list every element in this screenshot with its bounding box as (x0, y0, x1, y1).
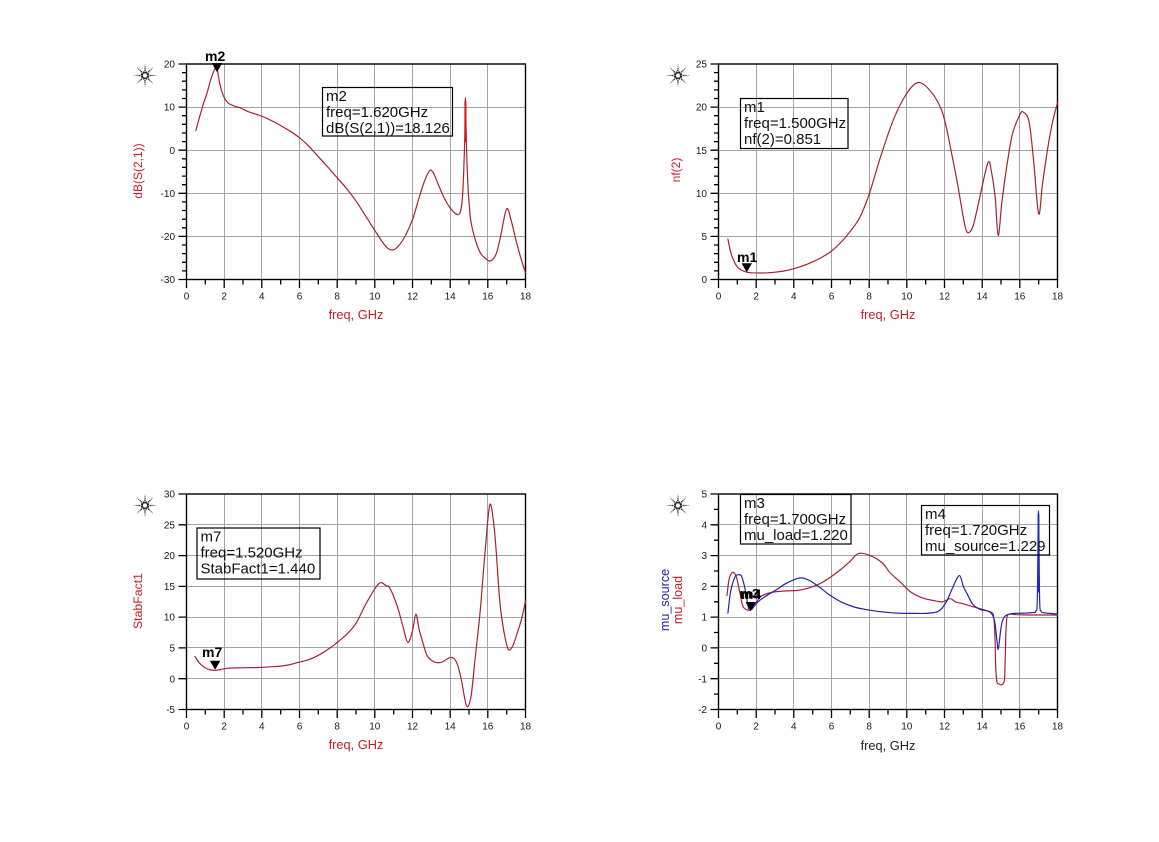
svg-text:0: 0 (169, 146, 175, 157)
svg-text:20: 20 (164, 551, 176, 562)
svg-text:0: 0 (716, 292, 722, 303)
svg-text:freq=1.500GHz: freq=1.500GHz (744, 115, 846, 132)
svg-text:16: 16 (1014, 292, 1026, 303)
svg-text:14: 14 (445, 722, 457, 733)
svg-text:2: 2 (701, 582, 707, 593)
svg-text:18: 18 (1052, 292, 1064, 303)
svg-text:4: 4 (791, 722, 797, 733)
svg-text:mu_load=1.220: mu_load=1.220 (744, 527, 848, 544)
svg-text:10: 10 (696, 189, 708, 200)
svg-text:10: 10 (901, 722, 913, 733)
svg-text:mu_source: mu_source (658, 569, 672, 631)
svg-text:10: 10 (369, 292, 381, 303)
svg-text:2: 2 (221, 722, 227, 733)
svg-text:8: 8 (334, 292, 340, 303)
svg-text:m4: m4 (741, 586, 761, 602)
svg-text:0: 0 (701, 644, 707, 655)
svg-text:4: 4 (259, 292, 265, 303)
svg-text:4: 4 (259, 722, 265, 733)
svg-text:freq=1.720GHz: freq=1.720GHz (925, 522, 1027, 539)
svg-text:freq=1.620GHz: freq=1.620GHz (326, 104, 428, 121)
svg-text:StabFact1: StabFact1 (131, 573, 145, 629)
svg-text:18: 18 (520, 292, 532, 303)
svg-text:m2: m2 (205, 48, 225, 64)
svg-text:-10: -10 (161, 189, 176, 200)
svg-text:m1: m1 (744, 99, 765, 116)
svg-text:nf(2): nf(2) (669, 158, 683, 183)
svg-text:-20: -20 (161, 232, 176, 243)
svg-text:15: 15 (164, 582, 176, 593)
svg-text:freq=1.520GHz: freq=1.520GHz (201, 545, 303, 562)
svg-text:-5: -5 (166, 705, 175, 716)
svg-text:25: 25 (164, 520, 176, 531)
svg-text:0: 0 (184, 292, 190, 303)
svg-text:16: 16 (482, 292, 494, 303)
svg-text:m1: m1 (737, 249, 757, 265)
svg-text:12: 12 (939, 292, 951, 303)
svg-text:4: 4 (701, 520, 707, 531)
svg-text:8: 8 (866, 722, 872, 733)
svg-text:15: 15 (696, 146, 708, 157)
svg-text:20: 20 (164, 60, 176, 71)
svg-text:mu_load: mu_load (671, 576, 685, 624)
svg-text:freq, GHz: freq, GHz (329, 307, 384, 322)
svg-text:0: 0 (701, 275, 707, 286)
svg-text:2: 2 (753, 292, 759, 303)
svg-text:10: 10 (164, 613, 176, 624)
svg-text:30: 30 (164, 490, 176, 501)
svg-text:freq=1.700GHz: freq=1.700GHz (744, 511, 846, 528)
svg-text:18: 18 (520, 722, 532, 733)
svg-text:m7: m7 (202, 644, 222, 660)
svg-text:dB(S(2,1)): dB(S(2,1)) (131, 143, 145, 198)
svg-text:12: 12 (939, 722, 951, 733)
svg-text:25: 25 (696, 60, 708, 71)
svg-text:14: 14 (445, 292, 457, 303)
svg-text:6: 6 (297, 292, 303, 303)
svg-text:2: 2 (753, 722, 759, 733)
svg-text:10: 10 (164, 103, 176, 114)
svg-text:3: 3 (701, 551, 707, 562)
svg-text:14: 14 (977, 722, 989, 733)
svg-text:6: 6 (297, 722, 303, 733)
svg-text:2: 2 (221, 292, 227, 303)
svg-text:10: 10 (369, 722, 381, 733)
svg-text:0: 0 (184, 722, 190, 733)
svg-text:10: 10 (901, 292, 913, 303)
svg-text:m3: m3 (744, 495, 765, 512)
svg-text:12: 12 (407, 722, 419, 733)
svg-text:0: 0 (169, 674, 175, 685)
svg-text:m7: m7 (201, 529, 222, 546)
svg-text:freq, GHz: freq, GHz (329, 737, 384, 752)
svg-text:m3: m3 (740, 586, 760, 602)
svg-text:freq, GHz: freq, GHz (861, 307, 916, 322)
svg-text:4: 4 (791, 292, 797, 303)
svg-text:1: 1 (701, 613, 707, 624)
svg-text:14: 14 (977, 292, 989, 303)
svg-text:-30: -30 (161, 275, 176, 286)
svg-text:m2: m2 (326, 88, 347, 105)
svg-text:5: 5 (169, 644, 175, 655)
svg-text:6: 6 (829, 722, 835, 733)
svg-text:18: 18 (1052, 722, 1064, 733)
svg-text:nf(2)=0.851: nf(2)=0.851 (744, 131, 821, 148)
svg-text:5: 5 (701, 490, 707, 501)
svg-text:16: 16 (1014, 722, 1026, 733)
svg-text:-2: -2 (698, 705, 707, 716)
svg-text:12: 12 (407, 292, 419, 303)
svg-text:16: 16 (482, 722, 494, 733)
svg-text:dB(S(2,1))=18.126: dB(S(2,1))=18.126 (326, 120, 450, 137)
svg-text:StabFact1=1.440: StabFact1=1.440 (201, 561, 316, 578)
svg-text:mu_source=1.229: mu_source=1.229 (925, 538, 1046, 555)
svg-text:freq, GHz: freq, GHz (861, 738, 916, 753)
svg-text:-1: -1 (698, 674, 707, 685)
svg-text:6: 6 (829, 292, 835, 303)
svg-text:8: 8 (866, 292, 872, 303)
svg-text:20: 20 (696, 103, 708, 114)
svg-text:0: 0 (716, 722, 722, 733)
svg-text:m4: m4 (925, 506, 946, 523)
svg-text:8: 8 (334, 722, 340, 733)
svg-text:5: 5 (701, 232, 707, 243)
